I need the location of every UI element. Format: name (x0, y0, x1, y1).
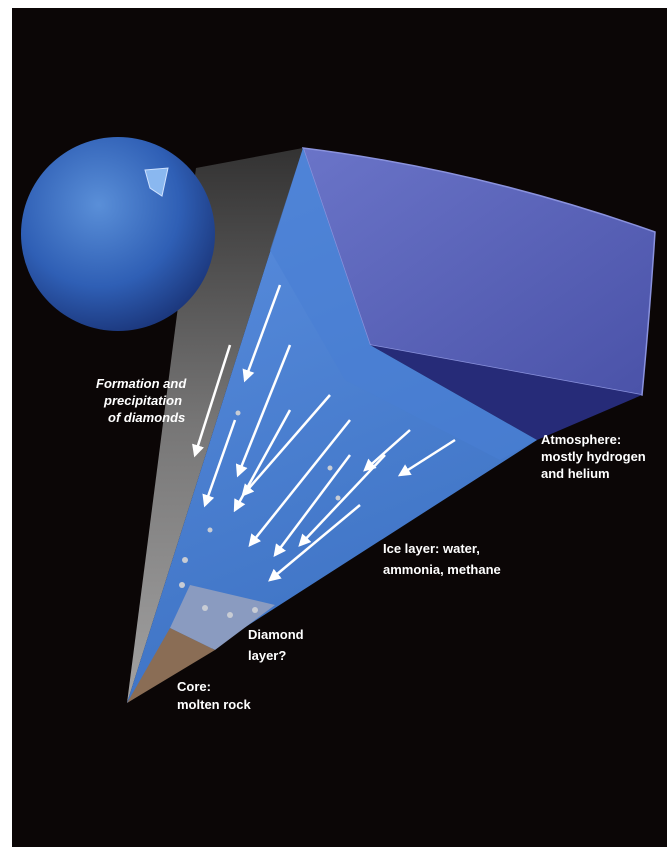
label-line: Atmosphere: (541, 432, 621, 447)
label-line: mostly hydrogen (541, 449, 646, 464)
diamond-layer (170, 585, 275, 650)
label-formation: Formation and precipitation of diamonds (96, 376, 187, 425)
label-line: Diamond (248, 627, 304, 642)
label-diamond: Diamond layer? (248, 627, 304, 663)
arrows (192, 284, 456, 582)
label-line: layer? (248, 648, 286, 663)
label-line: precipitation (103, 393, 182, 408)
label-line: of diamonds (108, 410, 185, 425)
ice-layer (127, 148, 537, 703)
planet-cutout (144, 167, 169, 197)
label-core: Core: molten rock (177, 679, 251, 712)
atmosphere-layer (270, 148, 537, 460)
label-line: Formation and (96, 376, 187, 391)
label-atmosphere: Atmosphere: mostly hydrogen and helium (541, 432, 646, 481)
label-line: Ice layer: water, (383, 541, 480, 556)
label-line: and helium (541, 466, 610, 481)
label-ice: Ice layer: water, ammonia, methane (383, 541, 501, 577)
label-line: Core: (177, 679, 211, 694)
core (127, 628, 215, 703)
diamonds (179, 410, 341, 618)
planet (21, 137, 215, 331)
label-line: molten rock (177, 697, 251, 712)
atmosphere-top (301, 147, 656, 396)
label-line: ammonia, methane (383, 562, 501, 577)
atmosphere-side (370, 345, 642, 440)
